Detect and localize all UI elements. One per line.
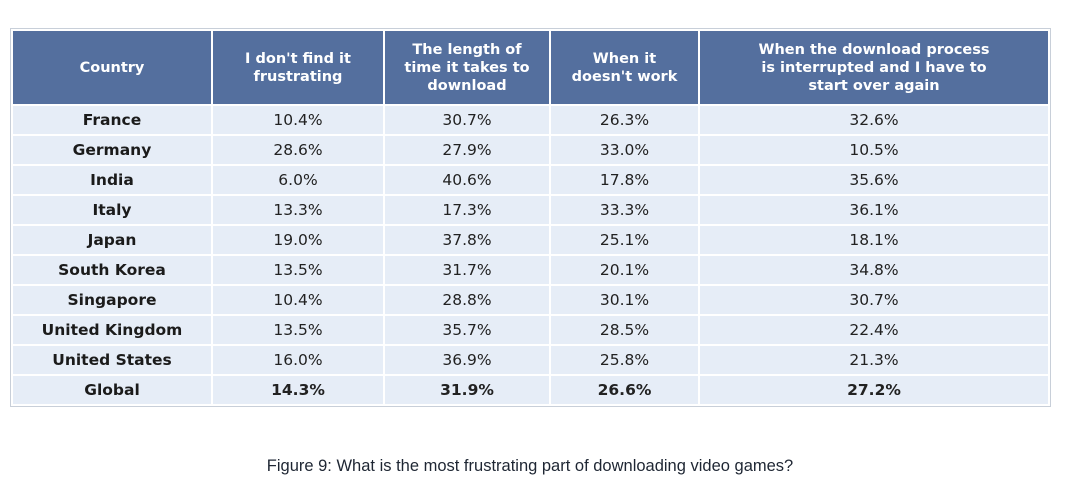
header-country: Country bbox=[11, 29, 213, 106]
value-cell: 27.2% bbox=[698, 374, 1050, 406]
figure-caption: Figure 9: What is the most frustrating p… bbox=[266, 457, 794, 475]
value-cell: 35.7% bbox=[383, 314, 551, 346]
value-cell: 37.8% bbox=[383, 224, 551, 256]
value-cell: 34.8% bbox=[698, 254, 1050, 286]
value-cell: 13.3% bbox=[211, 194, 385, 226]
value-cell: 25.8% bbox=[549, 344, 700, 376]
header-download-time: The length of time it takes to download bbox=[383, 29, 551, 106]
value-cell: 26.6% bbox=[549, 374, 700, 406]
value-cell: 21.3% bbox=[698, 344, 1050, 376]
value-cell: 19.0% bbox=[211, 224, 385, 256]
value-cell: 13.5% bbox=[211, 314, 385, 346]
value-cell: 28.8% bbox=[383, 284, 551, 316]
value-cell: 31.9% bbox=[383, 374, 551, 406]
table-row: Japan 19.0% 37.8% 25.1% 18.1% bbox=[11, 224, 1050, 256]
country-cell: United Kingdom bbox=[11, 314, 213, 346]
value-cell: 6.0% bbox=[211, 164, 385, 196]
country-cell: South Korea bbox=[11, 254, 213, 286]
table-row: South Korea 13.5% 31.7% 20.1% 34.8% bbox=[11, 254, 1050, 286]
country-cell: France bbox=[11, 104, 213, 136]
country-cell: Singapore bbox=[11, 284, 213, 316]
value-cell: 26.3% bbox=[549, 104, 700, 136]
country-cell: India bbox=[11, 164, 213, 196]
value-cell: 31.7% bbox=[383, 254, 551, 286]
value-cell: 20.1% bbox=[549, 254, 700, 286]
header-interrupted: When the download process is interrupted… bbox=[698, 29, 1050, 106]
table-row: United States 16.0% 36.9% 25.8% 21.3% bbox=[11, 344, 1050, 376]
value-cell: 40.6% bbox=[383, 164, 551, 196]
header-not-frustrating: I don't find it frustrating bbox=[211, 29, 385, 106]
table-row: Italy 13.3% 17.3% 33.3% 36.1% bbox=[11, 194, 1050, 226]
value-cell: 22.4% bbox=[698, 314, 1050, 346]
frustration-table: Country I don't find it frustrating The … bbox=[10, 28, 1051, 407]
value-cell: 27.9% bbox=[383, 134, 551, 166]
value-cell: 14.3% bbox=[211, 374, 385, 406]
country-cell: United States bbox=[11, 344, 213, 376]
table-row: Global 14.3% 31.9% 26.6% 27.2% bbox=[11, 374, 1050, 406]
value-cell: 30.7% bbox=[383, 104, 551, 136]
value-cell: 28.6% bbox=[211, 134, 385, 166]
country-cell: Global bbox=[11, 374, 213, 406]
table-row: India 6.0% 40.6% 17.8% 35.6% bbox=[11, 164, 1050, 196]
value-cell: 13.5% bbox=[211, 254, 385, 286]
value-cell: 36.1% bbox=[698, 194, 1050, 226]
value-cell: 33.3% bbox=[549, 194, 700, 226]
country-cell: Italy bbox=[11, 194, 213, 226]
value-cell: 18.1% bbox=[698, 224, 1050, 256]
country-cell: Japan bbox=[11, 224, 213, 256]
value-cell: 10.5% bbox=[698, 134, 1050, 166]
country-cell: Germany bbox=[11, 134, 213, 166]
value-cell: 32.6% bbox=[698, 104, 1050, 136]
value-cell: 17.8% bbox=[549, 164, 700, 196]
value-cell: 35.6% bbox=[698, 164, 1050, 196]
value-cell: 30.7% bbox=[698, 284, 1050, 316]
value-cell: 10.4% bbox=[211, 284, 385, 316]
value-cell: 17.3% bbox=[383, 194, 551, 226]
table-row: Germany 28.6% 27.9% 33.0% 10.5% bbox=[11, 134, 1050, 166]
table-row: Singapore 10.4% 28.8% 30.1% 30.7% bbox=[11, 284, 1050, 316]
header-doesnt-work: When it doesn't work bbox=[549, 29, 700, 106]
table-row: United Kingdom 13.5% 35.7% 28.5% 22.4% bbox=[11, 314, 1050, 346]
header-row: Country I don't find it frustrating The … bbox=[11, 29, 1050, 106]
value-cell: 10.4% bbox=[211, 104, 385, 136]
value-cell: 16.0% bbox=[211, 344, 385, 376]
value-cell: 25.1% bbox=[549, 224, 700, 256]
table-row: France 10.4% 30.7% 26.3% 32.6% bbox=[11, 104, 1050, 136]
value-cell: 28.5% bbox=[549, 314, 700, 346]
value-cell: 36.9% bbox=[383, 344, 551, 376]
value-cell: 33.0% bbox=[549, 134, 700, 166]
value-cell: 30.1% bbox=[549, 284, 700, 316]
